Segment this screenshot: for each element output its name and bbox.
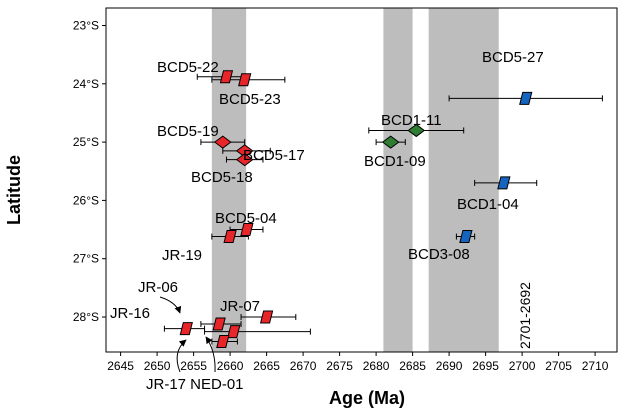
y-axis-title: Latitude — [4, 155, 24, 225]
x-tick-label-2685: 2685 — [399, 359, 426, 373]
x-tick-label-2695: 2695 — [472, 359, 499, 373]
label-bcd5-18: BCD5-18 — [191, 169, 253, 186]
y-tick-label-27: 27°S — [73, 252, 99, 266]
marker-ned-01 — [227, 325, 241, 339]
x-axis-title: Age (Ma) — [329, 388, 405, 408]
arrow-jr-17 — [176, 339, 187, 373]
marker-bcd5-18 — [235, 152, 254, 167]
plot-frame — [105, 7, 618, 353]
marker-bcd5-23 — [238, 73, 252, 87]
label-jr-19: JR-19 — [162, 247, 202, 264]
axes: 2645 2650 2655 2660 2665 2670 2675 2680 2685 2690… — [73, 7, 618, 373]
label-bcd1-04: BCD1-04 — [457, 196, 519, 213]
x-tick-label-2700: 2700 — [509, 359, 536, 373]
age-band-1 — [383, 8, 413, 352]
age-bands — [211, 8, 499, 352]
label-bcd5-19: BCD5-19 — [157, 123, 219, 140]
label-bcd1-09: BCD1-09 — [364, 153, 426, 170]
marker-bcd1-04 — [497, 176, 511, 190]
label-bcd3-08: BCD3-08 — [408, 246, 470, 263]
label-bcd5-23: BCD5-23 — [219, 91, 281, 108]
marker-jr-19 — [223, 230, 237, 244]
x-tick-label-2690: 2690 — [436, 359, 463, 373]
label-arrows — [159, 296, 216, 373]
marker-bcd1-11 — [407, 123, 426, 138]
y-tick-label-26: 26°S — [73, 193, 99, 207]
x-tick-label-2705: 2705 — [545, 359, 572, 373]
age-band-2 — [428, 8, 499, 352]
band-label-2701-2692: 2701-2692 — [517, 282, 533, 349]
label-jr-07: JR-07 — [220, 298, 260, 315]
x-tick-label-2680: 2680 — [363, 359, 390, 373]
x-tick-label-2675: 2675 — [326, 359, 353, 373]
label-jr-16: JR-16 — [110, 305, 150, 322]
label-jr-06: JR-06 — [138, 279, 178, 296]
marker-jr-06 — [212, 317, 226, 331]
data-markers — [179, 70, 533, 349]
arrow-ned-01 — [205, 336, 216, 373]
label-bcd5-27: BCD5-27 — [482, 49, 544, 66]
label-bcd5-17: BCD5-17 — [243, 147, 305, 164]
label-jr-17-ned-01: JR-17 NED-01 — [146, 376, 244, 393]
marker-jr-17 — [216, 335, 230, 349]
marker-bcd5-22 — [219, 70, 234, 84]
x-tick-label-2665: 2665 — [253, 359, 280, 373]
y-tick-label-24: 24°S — [73, 77, 99, 91]
x-tick-label-2645: 2645 — [107, 359, 134, 373]
marker-jr-07 — [259, 310, 274, 324]
arrow-jr-06 — [159, 296, 182, 314]
marker-bcd1-09 — [381, 135, 400, 149]
x-tick-label-2670: 2670 — [290, 359, 317, 373]
marker-bcd5-27 — [519, 91, 533, 105]
x-tick-label-2710: 2710 — [582, 359, 609, 373]
label-bcd1-11: BCD1-11 — [381, 112, 442, 129]
y-tick-label-25: 25°S — [73, 135, 99, 149]
x-tick-label-2650: 2650 — [144, 359, 171, 373]
marker-bcd5-19 — [213, 135, 232, 149]
x-tick-label-2655: 2655 — [180, 359, 207, 373]
y-tick-label-23: 23°S — [73, 18, 99, 32]
age-band-0 — [211, 8, 247, 352]
marker-bcd5-04 — [240, 223, 254, 237]
marker-bcd3-08 — [459, 230, 473, 244]
error-bar-ned-01 — [204, 328, 311, 335]
marker-jr-16 — [179, 322, 193, 336]
y-tick-label-28: 28°S — [73, 310, 99, 324]
label-bcd5-04: BCD5-04 — [215, 210, 277, 227]
label-bcd5-22: BCD5-22 — [157, 59, 219, 76]
x-tick-label-2660: 2660 — [217, 359, 244, 373]
